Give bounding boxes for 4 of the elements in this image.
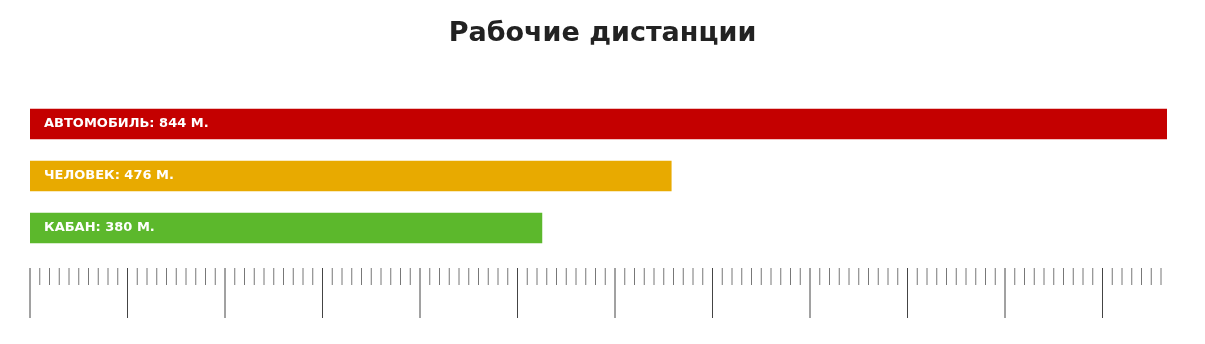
chart-title: Рабочие дистанции xyxy=(447,16,758,47)
data-label: КАБАН: 380 М. xyxy=(44,219,155,235)
data-label: АВТОМОБИЛЬ: 844 М. xyxy=(44,115,209,131)
data-label: ЧЕЛОВЕК: 476 М. xyxy=(44,167,174,183)
